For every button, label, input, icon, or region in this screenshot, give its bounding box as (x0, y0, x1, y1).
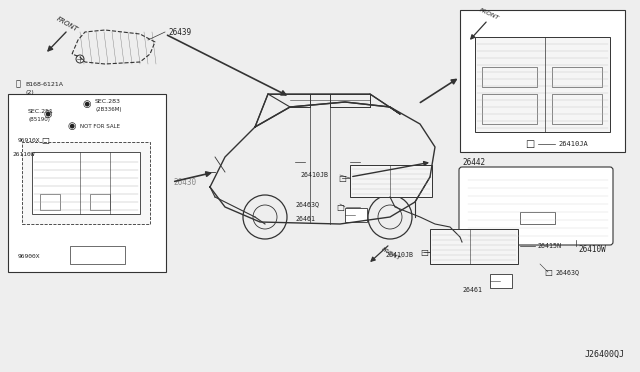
Bar (430, 229, 518, 264)
Bar (345, 208, 367, 222)
Text: FRONT: FRONT (55, 15, 79, 33)
Text: (2B336M): (2B336M) (95, 106, 122, 112)
Text: 26430: 26430 (173, 177, 196, 186)
Text: 26442: 26442 (462, 157, 485, 167)
Bar (70, 246, 125, 264)
Text: FRONT: FRONT (380, 247, 401, 262)
Bar (40, 194, 60, 210)
Bar (32, 152, 140, 214)
Text: 26463Q: 26463Q (555, 269, 579, 275)
Text: □: □ (41, 135, 49, 144)
Text: 26461: 26461 (462, 287, 482, 293)
Text: SEC.251: SEC.251 (28, 109, 54, 113)
Bar (482, 67, 537, 87)
Bar (490, 274, 512, 288)
Bar (552, 67, 602, 87)
Text: FRONT: FRONT (478, 7, 499, 21)
Bar (8, 94, 166, 272)
Text: Ⓑ: Ⓑ (15, 80, 20, 89)
Text: 26410JA: 26410JA (558, 141, 588, 147)
FancyBboxPatch shape (459, 167, 613, 245)
Bar (460, 10, 625, 152)
Text: 96910X: 96910X (18, 138, 40, 142)
Text: SEC.283: SEC.283 (95, 99, 121, 103)
Text: (2): (2) (25, 90, 34, 94)
Bar (90, 194, 110, 210)
Text: □: □ (525, 139, 534, 149)
Text: 26461: 26461 (295, 216, 315, 222)
Bar (552, 94, 602, 124)
Text: B168-6121A: B168-6121A (25, 81, 63, 87)
Text: 26410JB: 26410JB (385, 252, 413, 258)
Text: (B5190): (B5190) (28, 116, 50, 122)
Text: 26439: 26439 (168, 28, 191, 36)
Bar (520, 212, 555, 224)
Bar (482, 94, 537, 124)
Text: J26400QJ: J26400QJ (585, 350, 625, 359)
Text: ◉: ◉ (68, 121, 76, 131)
Text: ◉: ◉ (83, 99, 92, 109)
Text: □: □ (338, 173, 346, 183)
Text: 96900X: 96900X (18, 253, 40, 259)
Text: □: □ (544, 267, 552, 276)
Text: □: □ (336, 202, 344, 212)
Bar (350, 165, 432, 197)
Text: 26410W: 26410W (578, 246, 605, 254)
Text: □: □ (420, 247, 428, 257)
Text: NOT FOR SALE: NOT FOR SALE (80, 124, 120, 128)
Bar (475, 37, 610, 132)
Text: ◉: ◉ (44, 109, 52, 119)
Text: 26415N: 26415N (537, 243, 561, 249)
Text: 26410JB: 26410JB (300, 172, 328, 178)
Text: 26110W: 26110W (12, 151, 35, 157)
Bar (22, 142, 150, 224)
Text: 26463Q: 26463Q (295, 201, 319, 207)
